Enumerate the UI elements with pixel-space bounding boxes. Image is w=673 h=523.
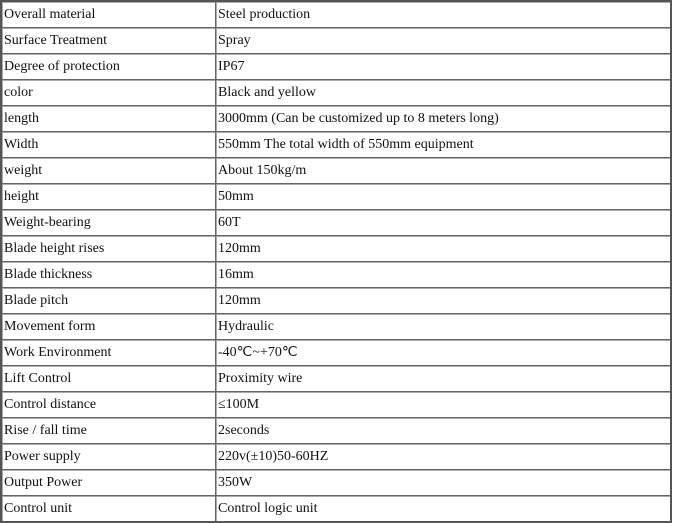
spec-value: -40℃~+70℃ <box>215 339 672 366</box>
table-row: Lift Control Proximity wire <box>0 365 672 392</box>
table-row: Overall material Steel production <box>0 0 672 28</box>
table-row: Control unit Control logic unit <box>0 495 672 523</box>
spec-value: 550mm The total width of 550mm equipment <box>215 131 672 158</box>
table-row: Blade height rises 120mm <box>0 235 672 262</box>
table-row: Movement form Hydraulic <box>0 313 672 340</box>
spec-value: 50mm <box>215 183 672 210</box>
spec-value: Black and yellow <box>215 79 672 106</box>
table-row: Weight-bearing 60T <box>0 209 672 236</box>
table-row: Surface Treatment Spray <box>0 27 672 54</box>
spec-label: Rise / fall time <box>0 417 216 444</box>
spec-label: Surface Treatment <box>0 27 216 54</box>
spec-label: Movement form <box>0 313 216 340</box>
table-row: Output Power 350W <box>0 469 672 496</box>
spec-value: IP67 <box>215 53 672 80</box>
spec-label: Blade thickness <box>0 261 216 288</box>
table-row: weight About 150kg/m <box>0 157 672 184</box>
spec-value: 120mm <box>215 287 672 314</box>
spec-value: 16mm <box>215 261 672 288</box>
spec-value: Proximity wire <box>215 365 672 392</box>
spec-value: 220v(±10)50-60HZ <box>215 443 672 470</box>
spec-value: 2seconds <box>215 417 672 444</box>
spec-value: Steel production <box>215 0 672 28</box>
spec-label: Degree of protection <box>0 53 216 80</box>
table-row: Blade pitch 120mm <box>0 287 672 314</box>
spec-value: Control logic unit <box>215 495 672 523</box>
spec-value: 120mm <box>215 235 672 262</box>
spec-label: color <box>0 79 216 106</box>
spec-value: Hydraulic <box>215 313 672 340</box>
spec-label: Output Power <box>0 469 216 496</box>
spec-label: Lift Control <box>0 365 216 392</box>
table-row: Degree of protection IP67 <box>0 53 672 80</box>
spec-value: About 150kg/m <box>215 157 672 184</box>
spec-value: 350W <box>215 469 672 496</box>
spec-value: 3000mm (Can be customized up to 8 meters… <box>215 105 672 132</box>
spec-label: height <box>0 183 216 210</box>
spec-value: ≤100M <box>215 391 672 418</box>
spec-label: Work Environment <box>0 339 216 366</box>
table-row: Blade thickness 16mm <box>0 261 672 288</box>
spec-label: Width <box>0 131 216 158</box>
spec-value: Spray <box>215 27 672 54</box>
spec-label: Control distance <box>0 391 216 418</box>
table-row: Rise / fall time 2seconds <box>0 417 672 444</box>
table-row: height 50mm <box>0 183 672 210</box>
table-row: Control distance ≤100M <box>0 391 672 418</box>
table-row: length 3000mm (Can be customized up to 8 … <box>0 105 672 132</box>
spec-label: weight <box>0 157 216 184</box>
spec-label: length <box>0 105 216 132</box>
spec-label: Blade height rises <box>0 235 216 262</box>
table-row: Power supply 220v(±10)50-60HZ <box>0 443 672 470</box>
spec-label: Overall material <box>0 0 216 28</box>
spec-label: Blade pitch <box>0 287 216 314</box>
spec-label: Control unit <box>0 495 216 523</box>
table-row: Width 550mm The total width of 550mm equi… <box>0 131 672 158</box>
table-row: color Black and yellow <box>0 79 672 106</box>
table-row: Work Environment -40℃~+70℃ <box>0 339 672 366</box>
spec-value: 60T <box>215 209 672 236</box>
spec-label: Weight-bearing <box>0 209 216 236</box>
spec-label: Power supply <box>0 443 216 470</box>
